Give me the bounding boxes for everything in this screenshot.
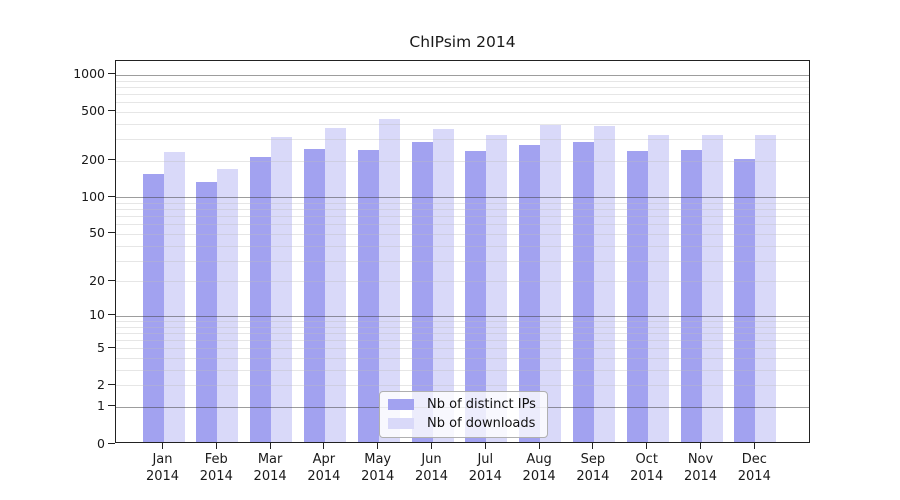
legend-swatch-distinct-ips (388, 399, 414, 410)
y-tick-label-5: 5 (97, 339, 105, 355)
bar-downloads-aug (540, 124, 562, 442)
bar-distinct-ips-aug (519, 144, 541, 442)
y-tick-label-1: 1 (97, 398, 105, 414)
x-tick-label-oct: Oct 2014 (630, 452, 664, 484)
x-tick-mark-sep (592, 443, 594, 449)
y-tick-mark-20 (108, 279, 115, 281)
legend-item-distinct-ips: Nb of distinct IPs (388, 397, 536, 412)
bar-downloads-mar (271, 137, 293, 442)
y-tick-label-500: 500 (81, 103, 105, 119)
y-tick-mark-5 (108, 346, 115, 348)
legend-label-distinct-ips: Nb of distinct IPs (427, 397, 536, 412)
x-tick-label-jun: Jun 2014 (414, 452, 449, 484)
bar-downloads-apr (324, 128, 346, 442)
y-tick-mark-50 (108, 232, 115, 234)
y-tick-mark-200 (108, 159, 115, 161)
y-tick-mark-2 (108, 383, 115, 385)
x-tick-label-sep: Sep 2014 (576, 452, 610, 484)
x-tick-label-may: May 2014 (361, 452, 395, 484)
legend-swatch-downloads (388, 418, 414, 429)
y-tick-label-50: 50 (89, 225, 105, 241)
x-tick-mark-jun (431, 443, 432, 449)
bar-distinct-ips-jan (142, 174, 164, 442)
y-tick-mark-500 (108, 110, 115, 112)
y-tick-mark-100 (108, 195, 115, 197)
x-tick-label-apr: Apr 2014 (307, 452, 341, 484)
x-tick-label-feb: Feb 2014 (199, 452, 233, 484)
x-tick-label-jul: Jul 2014 (468, 452, 502, 484)
bar-distinct-ips-feb (196, 181, 218, 442)
x-tick-mark-mar (269, 443, 271, 449)
x-tick-mark-jan (162, 443, 163, 449)
bar-downloads-nov (701, 134, 723, 442)
x-tick-label-aug: Aug 2014 (522, 452, 556, 484)
x-tick-label-mar: Mar 2014 (253, 452, 287, 484)
bar-distinct-ips-sep (572, 141, 594, 442)
bar-distinct-ips-jun (411, 141, 433, 442)
y-tick-mark-0 (108, 442, 115, 444)
bar-distinct-ips-may (357, 150, 379, 442)
bar-downloads-feb (217, 168, 239, 442)
x-tick-label-dec: Dec 2014 (737, 452, 771, 484)
x-tick-mark-dec (753, 443, 755, 449)
chart-title: ChIPsim 2014 (409, 33, 516, 51)
x-tick-mark-oct (646, 443, 648, 449)
bar-downloads-sep (593, 125, 615, 442)
x-tick-mark-may (377, 443, 379, 449)
bar-downloads-jun (432, 128, 454, 442)
y-tick-label-100: 100 (81, 188, 105, 204)
bar-downloads-jan (163, 152, 185, 442)
bar-downloads-jul (486, 134, 508, 442)
y-tick-label-0: 0 (97, 435, 105, 451)
plot-area (115, 60, 810, 443)
legend: Nb of distinct IPs Nb of downloads (379, 391, 548, 438)
y-tick-mark-1 (108, 405, 115, 407)
y-tick-label-200: 200 (81, 152, 105, 168)
x-tick-label-nov: Nov 2014 (683, 452, 718, 484)
y-tick-mark-1000 (108, 73, 115, 75)
y-tick-label-1000: 1000 (73, 66, 105, 82)
bar-distinct-ips-mar (250, 157, 272, 442)
bar-distinct-ips-oct (626, 151, 648, 442)
x-tick-mark-aug (538, 443, 540, 449)
x-tick-label-jan: Jan 2014 (145, 452, 180, 484)
bar-downloads-may (378, 119, 400, 442)
x-tick-mark-apr (323, 443, 325, 449)
legend-item-downloads: Nb of downloads (388, 416, 536, 431)
bar-distinct-ips-nov (680, 150, 702, 442)
y-tick-label-20: 20 (89, 272, 105, 288)
x-tick-mark-nov (700, 443, 701, 449)
bar-distinct-ips-dec (734, 158, 756, 442)
bar-distinct-ips-apr (303, 149, 325, 442)
bar-distinct-ips-jul (465, 151, 487, 442)
y-tick-label-10: 10 (89, 307, 105, 323)
bar-downloads-oct (647, 134, 669, 442)
y-tick-label-2: 2 (97, 376, 105, 392)
legend-label-downloads: Nb of downloads (427, 416, 536, 431)
x-tick-mark-jul (484, 443, 486, 449)
y-tick-mark-10 (108, 314, 115, 316)
bars-layer (116, 61, 809, 442)
bar-downloads-dec (755, 135, 777, 442)
x-tick-mark-feb (215, 443, 217, 449)
